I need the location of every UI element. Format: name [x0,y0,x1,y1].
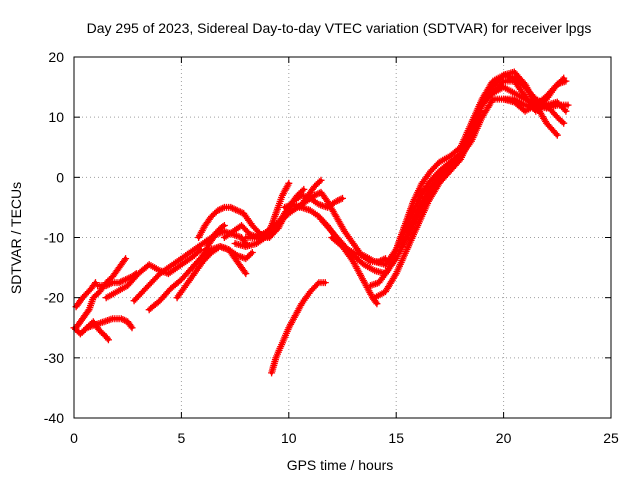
series-markers [296,176,325,211]
series-arc-5 [94,270,140,290]
series-arc-23 [489,77,570,115]
series-arc-4 [76,315,136,338]
x-tick-label: 15 [388,430,404,446]
chart-title: Day 295 of 2023, Sidereal Day-to-day VTE… [87,20,592,36]
y-tick-label: 0 [56,169,64,185]
y-tick-label: 10 [48,109,64,125]
x-tick-label: 5 [178,430,186,446]
series-layer [70,68,572,377]
y-tick-label: -20 [44,290,64,306]
y-tick-label: -10 [44,230,64,246]
series-markers [94,270,140,290]
y-tick-label: 20 [48,49,64,65]
series-arc-15 [268,279,329,377]
x-tick-label: 10 [281,430,297,446]
y-axis-label: SDTVAR / TECUs [8,182,24,294]
series-arc-10 [188,243,250,278]
x-tick-label: 0 [70,430,78,446]
series-markers [489,77,570,115]
series-markers [188,243,250,278]
x-axis-label: GPS time / hours [287,457,394,473]
series-arc-17 [296,176,325,211]
series-markers [102,246,205,302]
series-arc-2 [72,279,99,311]
series-markers [72,279,99,311]
ticks: 0 5 10 15 20 25 -40 -30 -20 -10 0 10 20 [44,49,619,446]
y-tick-label: -40 [44,410,64,426]
series-markers [268,279,329,377]
series-arc-24 [500,77,570,115]
series-markers [76,315,136,338]
x-tick-label: 25 [603,430,619,446]
x-tick-label: 20 [496,430,512,446]
grid [74,57,611,418]
y-tick-label: -30 [44,350,64,366]
series-markers [500,77,570,115]
